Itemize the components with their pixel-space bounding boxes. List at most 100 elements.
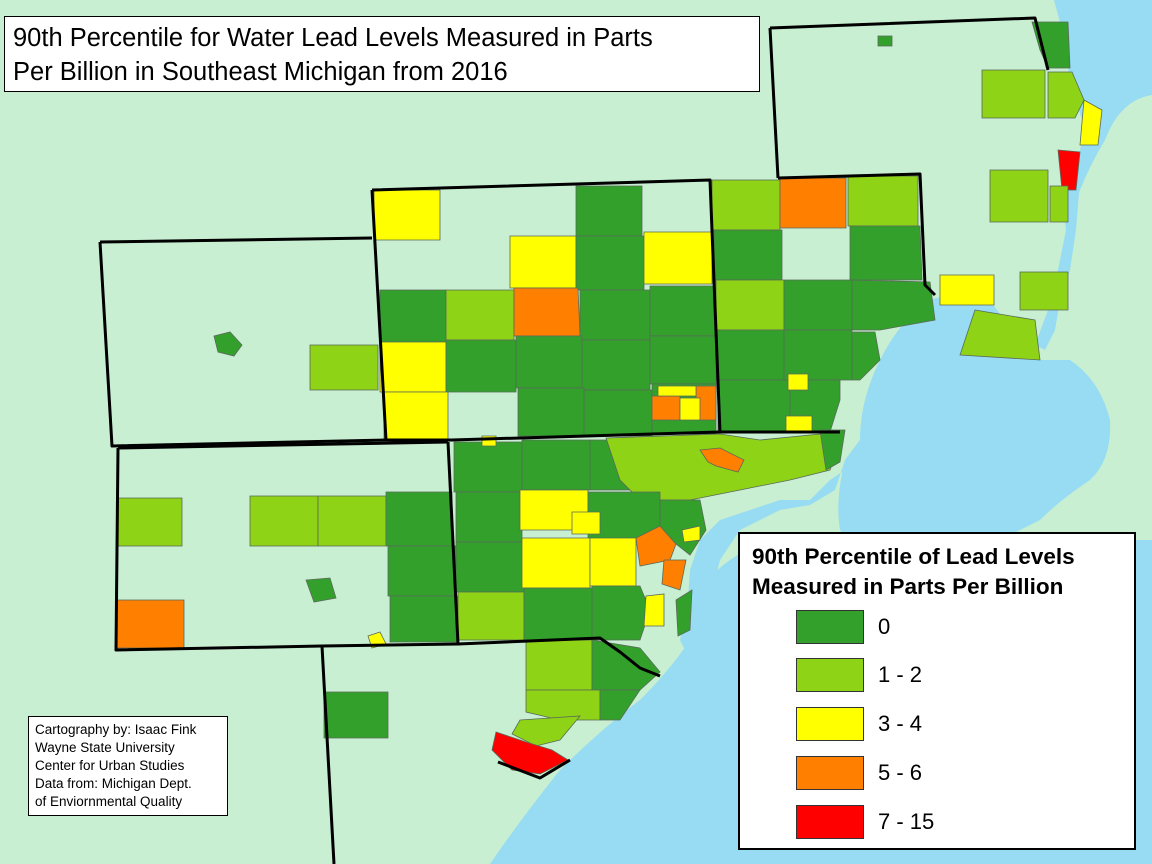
credit-line: of Enviornmental Quality xyxy=(35,794,183,809)
unit xyxy=(579,289,651,341)
unit xyxy=(521,537,591,589)
unit xyxy=(1047,71,1085,119)
county-line xyxy=(99,236,373,244)
legend-swatch xyxy=(796,805,864,839)
unit xyxy=(981,69,1046,119)
unit xyxy=(849,225,923,281)
county-line xyxy=(117,440,449,450)
unit xyxy=(635,525,677,567)
unit xyxy=(323,691,389,739)
unit xyxy=(599,689,641,721)
unit xyxy=(679,397,701,421)
unit xyxy=(819,429,846,471)
lake-st-clair xyxy=(838,295,1111,560)
unit xyxy=(643,231,713,285)
unit xyxy=(583,389,653,437)
unit xyxy=(989,169,1049,223)
legend-label: 5 - 6 xyxy=(878,760,923,785)
unit xyxy=(309,344,379,391)
unit xyxy=(511,715,581,747)
unit xyxy=(851,331,881,381)
unit xyxy=(699,447,745,473)
unit xyxy=(387,545,457,597)
unit xyxy=(591,585,651,641)
unit xyxy=(1049,185,1069,223)
county-line xyxy=(371,178,840,434)
legend-swatch xyxy=(796,756,864,790)
unit xyxy=(453,441,523,493)
unit xyxy=(521,439,591,491)
unit xyxy=(305,577,337,603)
map-title-box: 90th Percentile for Water Lead Levels Me… xyxy=(4,16,760,92)
unit xyxy=(575,235,645,291)
unit xyxy=(591,639,661,691)
unit xyxy=(581,339,651,391)
unit xyxy=(115,599,185,649)
unit xyxy=(959,309,1041,361)
unit xyxy=(317,495,387,547)
legend-item: 0 xyxy=(796,610,1096,646)
unit xyxy=(513,287,581,337)
credit-line: Cartography by: Isaac Fink xyxy=(35,722,197,737)
unit xyxy=(717,379,791,433)
legend-title: 90th Percentile of Lead Levels Measured … xyxy=(752,542,1132,602)
legend-label: 3 - 4 xyxy=(878,711,923,736)
unit xyxy=(379,289,447,343)
unit xyxy=(525,639,593,691)
legend-title-line-1: 90th Percentile of Lead Levels xyxy=(752,544,1075,569)
unit xyxy=(457,591,525,641)
map-title-line-2: Per Billion in Southeast Michigan from 2… xyxy=(13,58,508,86)
legend-label: 0 xyxy=(878,614,891,639)
unit xyxy=(517,387,585,437)
credit-line: Data from: Michigan Dept. xyxy=(35,776,192,791)
unit xyxy=(373,189,441,241)
unit xyxy=(785,415,813,433)
legend-swatch xyxy=(796,610,864,644)
unit xyxy=(783,329,853,381)
unit xyxy=(715,329,787,381)
unit xyxy=(649,285,717,337)
unit xyxy=(659,499,707,556)
legend-item: 7 - 15 xyxy=(796,805,1096,841)
unit xyxy=(1057,149,1081,191)
unit xyxy=(847,175,919,227)
unit xyxy=(575,185,643,237)
county-line xyxy=(497,758,571,780)
credits-box: Cartography by: Isaac Fink Wayne State U… xyxy=(28,716,228,816)
unit xyxy=(851,279,936,331)
county-line xyxy=(777,172,937,297)
unit xyxy=(249,495,319,547)
unit xyxy=(681,525,701,543)
unit xyxy=(571,511,601,535)
unit xyxy=(523,587,593,641)
county-line xyxy=(769,16,1050,71)
unit xyxy=(787,373,809,391)
unit xyxy=(675,589,693,637)
legend-label: 1 - 2 xyxy=(878,662,923,687)
unit xyxy=(455,541,525,593)
credit-line: Center for Urban Studies xyxy=(35,758,185,773)
county-line xyxy=(321,642,459,648)
unit xyxy=(715,279,785,331)
unit xyxy=(1019,271,1069,311)
legend-swatch xyxy=(796,658,864,692)
county-line xyxy=(114,447,323,652)
municipal-units xyxy=(115,21,1103,775)
county-line xyxy=(98,241,387,448)
unit xyxy=(783,279,853,331)
unit xyxy=(445,339,517,393)
legend-swatch xyxy=(796,707,864,741)
unit xyxy=(1079,99,1103,146)
unit xyxy=(713,229,783,281)
unit xyxy=(383,391,449,441)
legend-item: 3 - 4 xyxy=(796,707,1096,743)
unit xyxy=(651,395,681,421)
detroit-river xyxy=(680,440,860,660)
unit xyxy=(213,331,243,357)
unit xyxy=(525,689,601,721)
unit xyxy=(661,559,687,591)
unit xyxy=(455,491,523,543)
county-line xyxy=(451,430,721,442)
county-line xyxy=(320,645,336,864)
legend-title-line-2: Measured in Parts Per Billion xyxy=(752,574,1064,599)
